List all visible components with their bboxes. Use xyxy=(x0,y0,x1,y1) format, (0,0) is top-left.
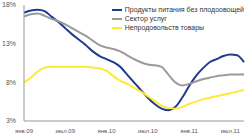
svg-text:13%: 13% xyxy=(8,40,16,47)
html-text:Сектор услуг: Сектор услуг xyxy=(124,15,167,22)
svg-text:янв.10: янв.10 xyxy=(97,128,116,134)
svg-text:янв.11: янв.11 xyxy=(180,128,198,134)
svg-text:8%: 8% xyxy=(8,79,16,86)
html-text:Непродовольств товары: Непродовольств товары xyxy=(124,24,205,31)
svg-text:18%: 18% xyxy=(8,1,16,8)
svg-text:июл.10: июл.10 xyxy=(138,128,158,134)
svg-text:июл.11: июл.11 xyxy=(221,128,241,134)
svg-text:июл.09: июл.09 xyxy=(55,128,75,134)
svg-text:янв.09: янв.09 xyxy=(15,128,34,134)
html-text:Продукты питания без плодоовощ: Продукты питания без плодоовощей xyxy=(124,6,244,13)
svg-text:3%: 3% xyxy=(8,117,16,124)
